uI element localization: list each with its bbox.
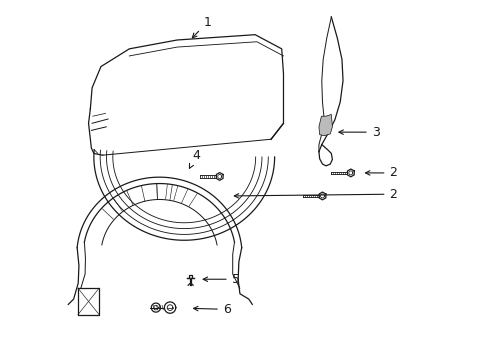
Text: 6: 6 bbox=[193, 303, 230, 316]
Text: 5: 5 bbox=[203, 273, 239, 286]
Text: 4: 4 bbox=[189, 149, 200, 168]
Text: 1: 1 bbox=[192, 16, 211, 38]
Text: 3: 3 bbox=[338, 126, 379, 139]
Text: 2: 2 bbox=[234, 188, 396, 201]
Polygon shape bbox=[318, 114, 332, 136]
Text: 2: 2 bbox=[365, 166, 396, 179]
